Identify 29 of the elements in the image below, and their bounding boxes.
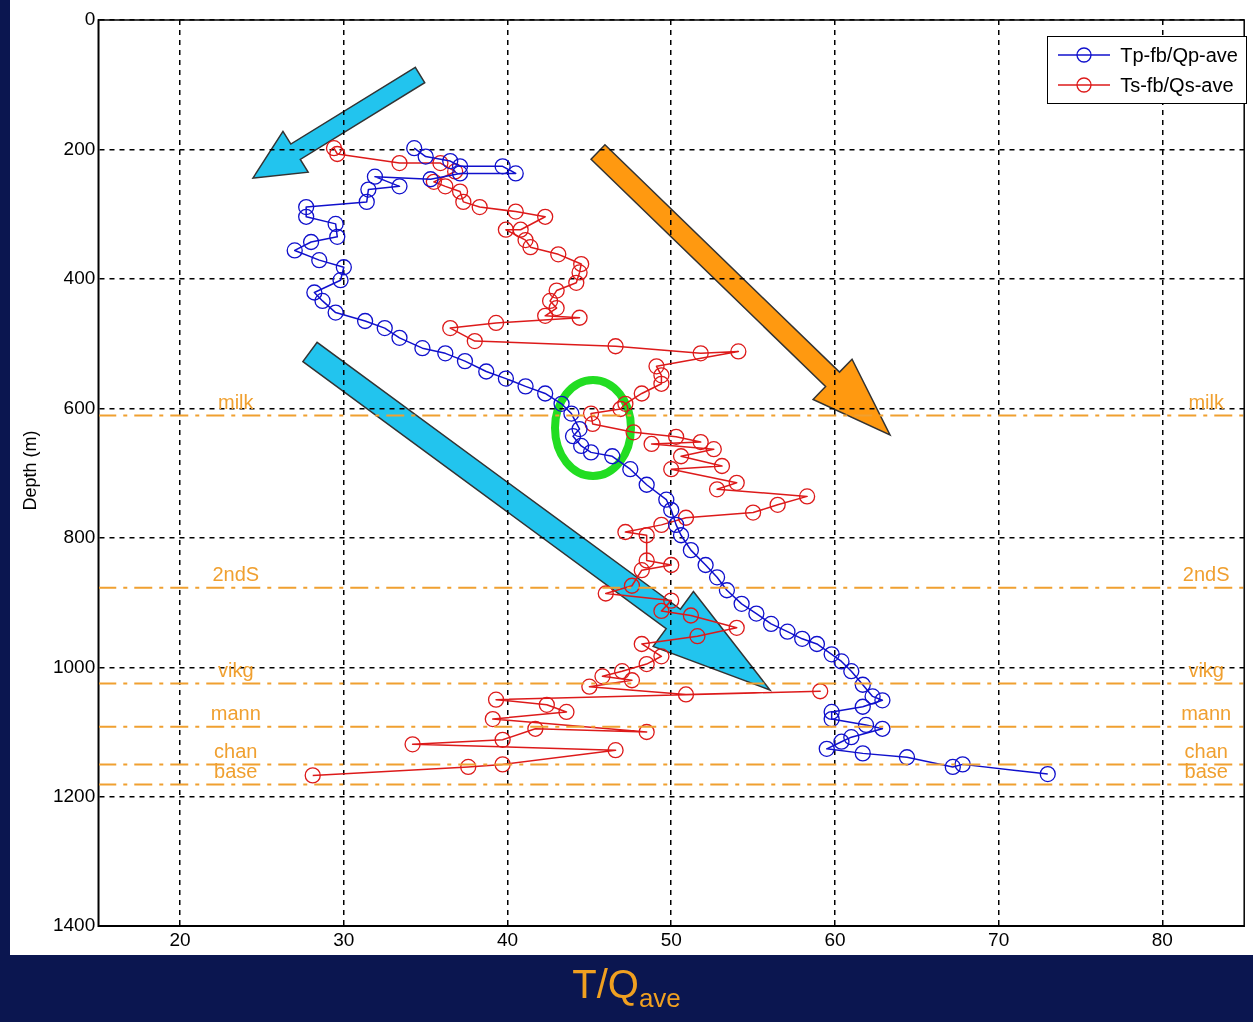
y-tick-label: 1000 [52, 655, 96, 677]
y-tick-label: 1400 [52, 914, 96, 936]
y-tick-label: 400 [63, 267, 96, 289]
y-tick-label: 200 [63, 137, 96, 159]
text: mann [1181, 702, 1232, 725]
y-axis-title: Depth (m) [19, 429, 41, 513]
y-tick-label: 600 [63, 396, 96, 418]
ref-line-label: chan [214, 739, 258, 762]
y-tick-label: 0 [84, 8, 96, 30]
text: base [1184, 759, 1228, 782]
legend-label: Ts-fb/Qs-ave [1120, 73, 1234, 97]
ref-line-label: milk [218, 391, 255, 414]
x-axis-title: T/Q$_{ave}$ [571, 962, 682, 1014]
text: milk [1188, 391, 1224, 414]
x-tick-label: 80 [1151, 928, 1173, 950]
x-tick-label: 20 [169, 928, 191, 950]
legend-label: Tp-fb/Qp-ave [1120, 43, 1238, 67]
ref-line-label: mann [210, 702, 261, 725]
x-tick-label: 50 [660, 928, 682, 950]
ref-line-label: base [214, 759, 258, 782]
ref-line-label: 2ndS [212, 563, 260, 586]
text: chan [1184, 739, 1228, 762]
x-tick-label: 30 [333, 928, 355, 950]
text: 2ndS [1182, 563, 1230, 586]
x-tick-label: 70 [988, 928, 1010, 950]
x-tick-label: 40 [496, 928, 519, 950]
y-tick-label: 1200 [52, 784, 96, 806]
y-tick-label: 800 [63, 526, 96, 548]
x-tick-label: 60 [824, 928, 846, 950]
